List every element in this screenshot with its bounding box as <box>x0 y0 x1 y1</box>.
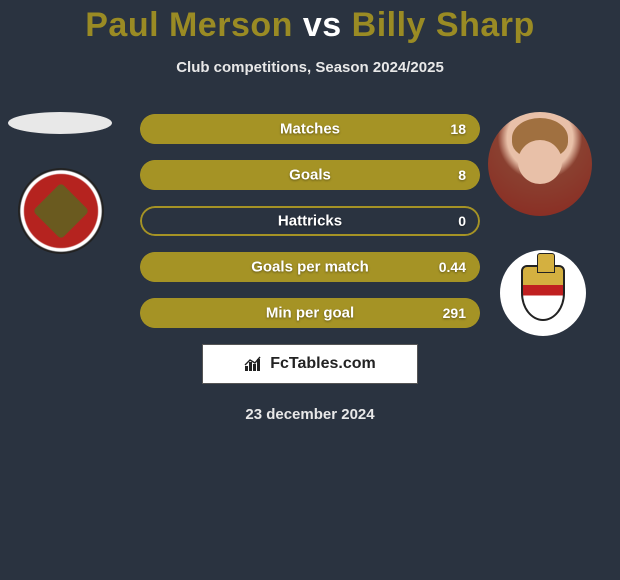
content-area: Matches 18 Goals 8 Hattricks 0 Goals per match… <box>0 114 620 423</box>
season-subtitle: Club competitions, Season 2024/2025 <box>0 59 620 76</box>
player2-club-badge <box>500 250 586 336</box>
stat-bar-label: Goals per match <box>251 259 369 276</box>
player2-name: Billy Sharp <box>352 6 535 44</box>
stat-bar-row: Goals 8 <box>140 160 480 190</box>
player2-avatar <box>488 112 592 216</box>
player1-avatar-placeholder <box>8 112 112 134</box>
stat-bar-label: Matches <box>280 121 340 138</box>
stat-bar-row: Goals per match 0.44 <box>140 252 480 282</box>
stat-bar-value-right: 291 <box>443 305 466 321</box>
stat-bars-container: Matches 18 Goals 8 Hattricks 0 Goals per match… <box>140 114 480 328</box>
stat-bar-label: Hattricks <box>278 213 342 230</box>
stat-bar-value-right: 0 <box>458 213 466 229</box>
vs-separator: vs <box>303 6 342 44</box>
stat-bar-label: Min per goal <box>266 305 354 322</box>
stat-bar-row: Min per goal 291 <box>140 298 480 328</box>
stat-bar-row: Matches 18 <box>140 114 480 144</box>
comparison-title: Paul Merson vs Billy Sharp <box>0 0 620 45</box>
stat-bar-value-right: 8 <box>458 167 466 183</box>
stat-bar-value-right: 18 <box>450 121 466 137</box>
stat-bar-row: Hattricks 0 <box>140 206 480 236</box>
player1-club-badge <box>18 168 104 254</box>
player1-name: Paul Merson <box>85 6 293 44</box>
doncaster-badge-icon <box>521 265 565 321</box>
walsall-badge-icon <box>33 183 90 240</box>
bar-chart-icon <box>244 356 264 372</box>
stat-bar-label: Goals <box>289 167 331 184</box>
snapshot-date: 23 december 2024 <box>0 406 620 423</box>
stat-bar-value-right: 0.44 <box>439 259 466 275</box>
brand-text: FcTables.com <box>270 355 376 373</box>
brand-attribution[interactable]: FcTables.com <box>202 344 418 384</box>
